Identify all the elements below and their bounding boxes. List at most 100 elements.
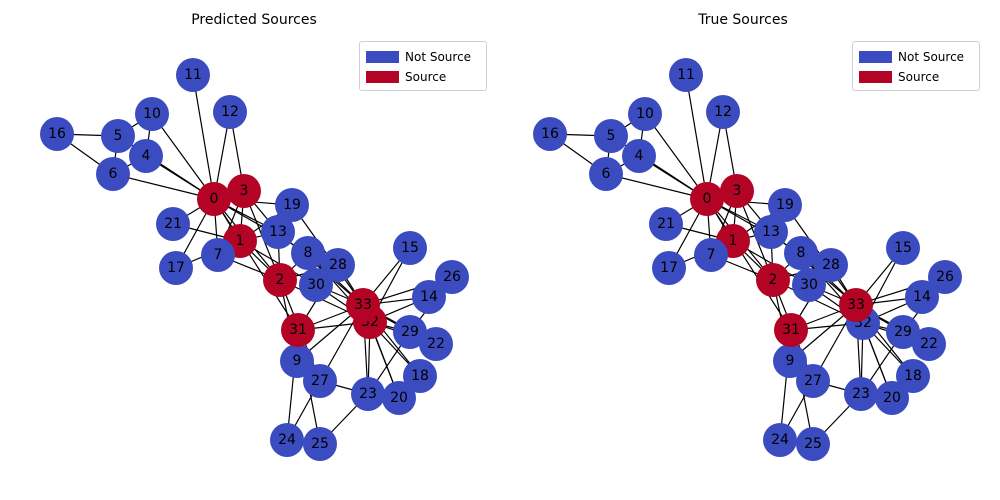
node-circle xyxy=(213,95,247,129)
node-label: 0 xyxy=(703,191,712,207)
legend-item-not-source: Not Source xyxy=(366,49,471,65)
node-label: 11 xyxy=(184,67,202,83)
node-11: 11 xyxy=(176,58,210,92)
node-16: 16 xyxy=(533,117,567,151)
node-circle xyxy=(346,288,380,322)
node-5: 5 xyxy=(101,119,135,153)
node-26: 26 xyxy=(928,260,962,294)
node-label: 23 xyxy=(359,386,377,402)
node-11: 11 xyxy=(669,58,703,92)
node-circle xyxy=(227,174,261,208)
edge-0-6 xyxy=(112,173,215,200)
node-label: 31 xyxy=(289,322,307,338)
node-label: 8 xyxy=(797,245,806,261)
node-circle xyxy=(40,117,74,151)
node-circle xyxy=(652,251,686,285)
node-circle xyxy=(622,139,656,173)
node-14: 14 xyxy=(905,280,939,314)
node-circle xyxy=(303,427,337,461)
node-3: 3 xyxy=(720,174,754,208)
node-8: 8 xyxy=(784,236,818,270)
node-33: 33 xyxy=(346,288,380,322)
node-circle xyxy=(201,238,235,272)
edge-0-5 xyxy=(117,135,215,200)
node-label: 19 xyxy=(776,197,794,213)
node-circle xyxy=(96,157,130,191)
node-circle xyxy=(756,263,790,297)
edge-0-31 xyxy=(213,198,299,331)
node-label: 13 xyxy=(269,224,287,240)
node-label: 27 xyxy=(804,373,822,389)
node-circle xyxy=(844,377,878,411)
node-label: 23 xyxy=(852,386,870,402)
node-18: 18 xyxy=(403,359,437,393)
legend-label: Not Source xyxy=(405,50,472,64)
node-circle xyxy=(754,215,788,249)
node-label: 7 xyxy=(707,247,716,263)
legend-swatch-source xyxy=(366,71,399,83)
node-circle xyxy=(589,157,623,191)
node-circle xyxy=(706,95,740,129)
node-18: 18 xyxy=(896,359,930,393)
node-circle xyxy=(270,423,304,457)
node-23: 23 xyxy=(844,377,878,411)
node-circle xyxy=(839,288,873,322)
legend-label: Source xyxy=(405,70,447,84)
node-label: 16 xyxy=(48,126,66,142)
node-20: 20 xyxy=(875,381,909,415)
node-4: 4 xyxy=(622,139,656,173)
node-15: 15 xyxy=(886,231,920,265)
node-circle xyxy=(628,97,662,131)
node-16: 16 xyxy=(40,117,74,151)
panel-title: True Sources xyxy=(698,12,788,28)
node-3: 3 xyxy=(227,174,261,208)
node-circle xyxy=(912,327,946,361)
node-30: 30 xyxy=(792,268,826,302)
edge-0-10 xyxy=(151,113,215,200)
node-label: 12 xyxy=(714,104,732,120)
node-label: 24 xyxy=(278,432,296,448)
node-25: 25 xyxy=(796,427,830,461)
node-12: 12 xyxy=(706,95,740,129)
node-label: 21 xyxy=(164,216,182,232)
node-label: 6 xyxy=(602,166,611,182)
node-circle xyxy=(886,315,920,349)
node-circle xyxy=(796,427,830,461)
node-label: 26 xyxy=(936,269,954,285)
legend: Not Source Source xyxy=(852,41,980,91)
legend-swatch-not-source xyxy=(366,51,399,63)
node-circle xyxy=(690,182,724,216)
node-circle xyxy=(720,174,754,208)
node-circle xyxy=(533,117,567,151)
node-24: 24 xyxy=(763,423,797,457)
panel-title: Predicted Sources xyxy=(191,12,317,28)
node-label: 2 xyxy=(276,272,285,288)
node-label: 1 xyxy=(729,233,738,249)
node-circle xyxy=(773,344,807,378)
node-label: 17 xyxy=(660,260,678,276)
node-31: 31 xyxy=(774,313,808,347)
node-label: 31 xyxy=(782,322,800,338)
node-23: 23 xyxy=(351,377,385,411)
node-circle xyxy=(382,381,416,415)
node-9: 9 xyxy=(280,344,314,378)
node-circle xyxy=(774,313,808,347)
node-circle xyxy=(197,182,231,216)
node-circle xyxy=(263,263,297,297)
node-label: 3 xyxy=(240,183,249,199)
node-13: 13 xyxy=(754,215,788,249)
legend-label: Not Source xyxy=(898,50,965,64)
node-28: 28 xyxy=(321,248,355,282)
node-2: 2 xyxy=(263,263,297,297)
node-circle xyxy=(905,280,939,314)
node-8: 8 xyxy=(291,236,325,270)
node-circle xyxy=(796,364,830,398)
node-label: 25 xyxy=(311,436,329,452)
node-22: 22 xyxy=(912,327,946,361)
node-circle xyxy=(159,251,193,285)
node-label: 5 xyxy=(114,128,123,144)
node-0: 0 xyxy=(690,182,724,216)
node-label: 28 xyxy=(329,257,347,273)
